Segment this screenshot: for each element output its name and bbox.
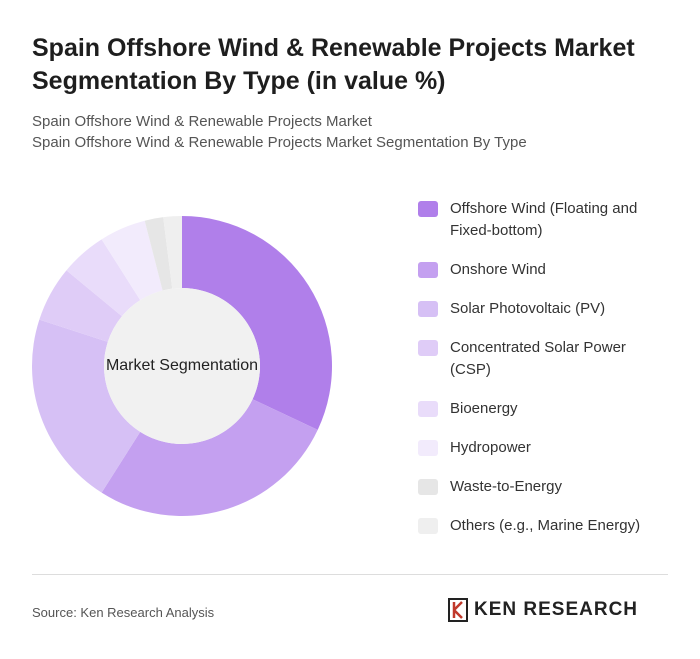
legend-label: Offshore Wind (Floating and Fixed-bottom…	[450, 200, 638, 239]
legend-item: Concentrated Solar Power (CSP)	[418, 337, 668, 381]
legend-label: Concentrated Solar Power (CSP)	[450, 339, 626, 378]
legend-swatch	[418, 479, 438, 495]
legend-label: Onshore Wind	[450, 261, 546, 278]
legend-label: Solar Photovoltaic (PV)	[450, 300, 606, 317]
donut-hole	[104, 288, 260, 444]
legend-swatch	[418, 440, 438, 456]
legend-label: Hydropower	[450, 439, 531, 456]
subtitle: Spain Offshore Wind & Renewable Projects…	[32, 134, 527, 151]
legend-swatch	[418, 201, 438, 217]
donut-slice	[32, 319, 141, 493]
legend-item: Others (e.g., Marine Energy)	[418, 515, 668, 537]
legend-item: Hydropower	[418, 437, 668, 459]
donut-slice	[101, 399, 318, 516]
chart: Market Segmentation	[32, 216, 332, 516]
legend-label: Bioenergy	[450, 400, 518, 417]
source: Source: Ken Research Analysis	[32, 605, 215, 620]
center-label: Market Segmentation	[106, 357, 258, 374]
legend-item: Bioenergy	[418, 398, 668, 420]
title: Spain Offshore Wind & Renewable Projects…	[32, 34, 635, 95]
subtitle: Spain Offshore Wind & Renewable Projects…	[32, 113, 372, 130]
donut-slice	[163, 216, 182, 289]
logo-text: KEN RESEARCH	[474, 599, 639, 620]
legend-swatch	[418, 301, 438, 317]
legend-item: Onshore Wind	[418, 259, 668, 281]
legend-swatch	[418, 262, 438, 278]
donut-slice	[182, 216, 332, 430]
legend-label: Others (e.g., Marine Energy)	[450, 517, 641, 534]
legend-item: Waste-to-Energy	[418, 476, 668, 498]
legend-label: Waste-to-Energy	[450, 478, 562, 495]
legend-swatch	[418, 340, 438, 356]
divider	[32, 574, 668, 575]
legend-item: Solar Photovoltaic (PV)	[418, 298, 668, 320]
logo-icon	[448, 598, 468, 622]
donut-slice	[144, 217, 173, 291]
logo: KEN RESEARCH	[448, 598, 638, 622]
donut-slice	[66, 239, 141, 317]
legend: Offshore Wind (Floating and Fixed-bottom…	[418, 198, 668, 554]
legend-item: Offshore Wind (Floating and Fixed-bottom…	[418, 198, 668, 242]
legend-swatch	[418, 401, 438, 417]
donut-slice	[101, 220, 163, 301]
legend-swatch	[418, 518, 438, 534]
donut-slice	[39, 270, 122, 342]
